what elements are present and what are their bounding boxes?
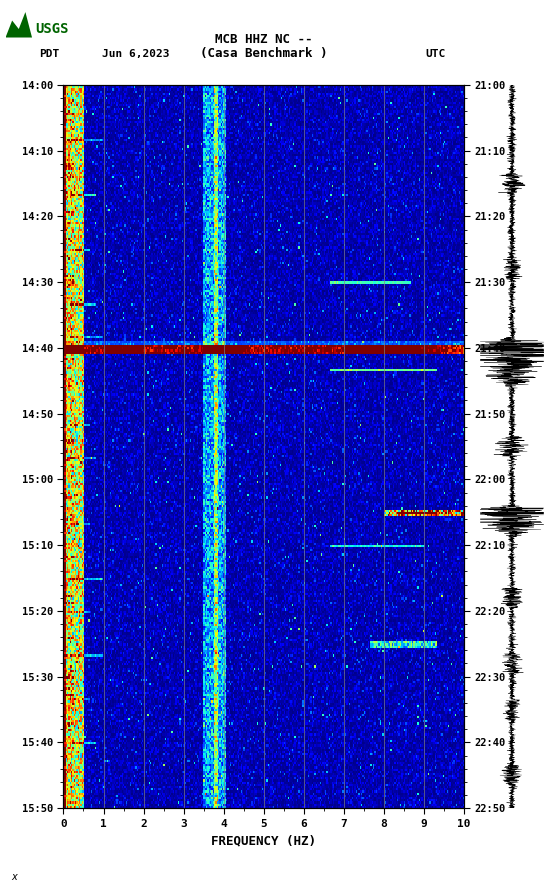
Text: USGS: USGS xyxy=(35,22,69,36)
X-axis label: FREQUENCY (HZ): FREQUENCY (HZ) xyxy=(211,834,316,847)
Text: UTC: UTC xyxy=(425,48,445,59)
Text: (Casa Benchmark ): (Casa Benchmark ) xyxy=(200,47,327,60)
Text: Jun 6,2023: Jun 6,2023 xyxy=(102,48,169,59)
Text: $x$: $x$ xyxy=(11,872,19,882)
Polygon shape xyxy=(6,13,32,38)
Text: PDT: PDT xyxy=(39,48,59,59)
Text: MCB HHZ NC --: MCB HHZ NC -- xyxy=(215,33,312,46)
